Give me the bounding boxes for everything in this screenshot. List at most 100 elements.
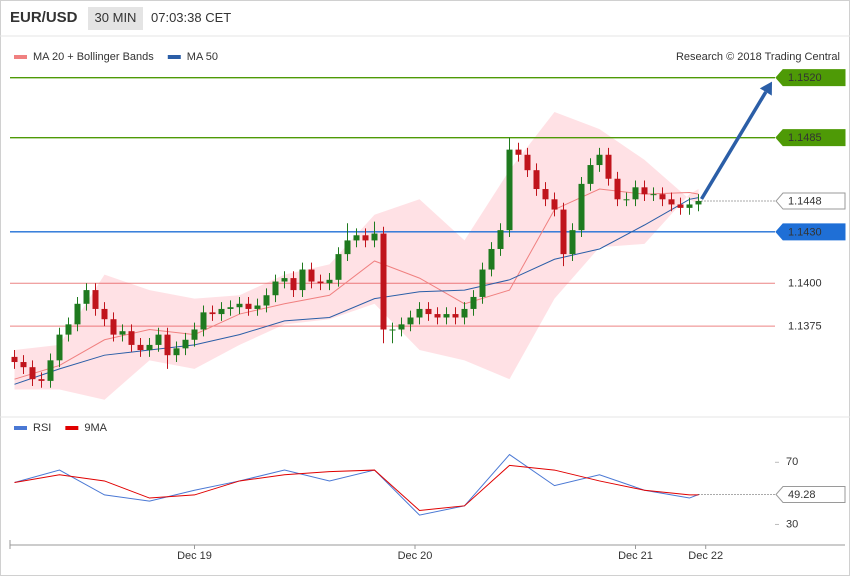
legend-label: RSI bbox=[33, 422, 51, 434]
candle-body bbox=[254, 305, 261, 309]
candle-body bbox=[497, 230, 504, 249]
legend-label: MA 50 bbox=[187, 51, 218, 63]
candle-body bbox=[191, 329, 198, 340]
current-rsi-box bbox=[775, 485, 846, 503]
candle-body bbox=[92, 290, 99, 309]
level-label: 1.1485 bbox=[788, 132, 822, 144]
candle-body bbox=[110, 319, 117, 335]
candle-body bbox=[344, 240, 351, 255]
candle-body bbox=[299, 269, 306, 291]
candle-body bbox=[632, 187, 639, 200]
candle-body bbox=[227, 307, 234, 309]
candle-body bbox=[596, 154, 603, 166]
candle-body bbox=[524, 154, 531, 171]
candle-body bbox=[434, 314, 441, 318]
candle-body bbox=[470, 296, 477, 309]
candle-body bbox=[623, 199, 630, 201]
candle-body bbox=[416, 308, 423, 318]
candle-body bbox=[164, 334, 171, 356]
candle-body bbox=[605, 154, 612, 179]
candle-body bbox=[281, 278, 288, 282]
candle-body bbox=[173, 348, 180, 356]
candle-body bbox=[380, 233, 387, 330]
candle-body bbox=[20, 362, 27, 368]
candle-body bbox=[506, 149, 513, 231]
candle-body bbox=[335, 254, 342, 280]
level-label: 1.1520 bbox=[788, 72, 822, 84]
candle-body bbox=[560, 209, 567, 255]
projection-arrow bbox=[699, 91, 768, 200]
candle-body bbox=[443, 314, 450, 318]
level-label-box bbox=[775, 129, 846, 147]
candle-body bbox=[479, 269, 486, 297]
candle-body bbox=[272, 281, 279, 296]
candle-body bbox=[263, 295, 270, 306]
candle-body bbox=[200, 312, 207, 330]
candle-body bbox=[56, 334, 63, 361]
candle-body bbox=[74, 303, 81, 325]
candle-body bbox=[578, 183, 585, 231]
candle-body bbox=[65, 324, 72, 335]
candle-body bbox=[452, 314, 459, 318]
candle-body bbox=[569, 230, 576, 255]
level-label-box bbox=[775, 69, 846, 87]
bollinger-band bbox=[14, 111, 699, 400]
level-label: 1.1430 bbox=[788, 226, 822, 238]
candle-body bbox=[695, 201, 702, 205]
candle-body bbox=[362, 235, 369, 241]
candle-body bbox=[209, 312, 216, 315]
candle-body bbox=[425, 308, 432, 315]
candle-body bbox=[353, 235, 360, 241]
candle-body bbox=[326, 279, 333, 284]
candle-body bbox=[101, 308, 108, 320]
candle-body bbox=[290, 278, 297, 291]
candle-body bbox=[47, 360, 54, 381]
candle-body bbox=[371, 233, 378, 241]
candle-body bbox=[155, 334, 162, 345]
candle-body bbox=[614, 178, 621, 200]
candle-body bbox=[488, 248, 495, 270]
candle-body bbox=[650, 194, 657, 196]
level-label-box bbox=[775, 223, 846, 241]
candle-body bbox=[668, 199, 675, 205]
candle-body bbox=[83, 290, 90, 304]
time: 07:03:38 CET bbox=[151, 10, 231, 25]
y-tick-label: 70 bbox=[786, 456, 798, 468]
candle-body bbox=[461, 308, 468, 318]
timeframe-box bbox=[88, 7, 143, 30]
projection-arrowhead bbox=[759, 81, 772, 96]
candle-body bbox=[236, 303, 243, 308]
credit: Research © 2018 Trading Central bbox=[676, 51, 840, 63]
candle-body bbox=[38, 379, 45, 381]
candle-body bbox=[641, 187, 648, 195]
legend-label: 9MA bbox=[84, 422, 107, 434]
candle-body bbox=[659, 194, 666, 200]
indicator-line bbox=[14, 464, 699, 511]
candle-body bbox=[245, 303, 252, 309]
candle-body bbox=[551, 199, 558, 210]
candle-body bbox=[542, 189, 549, 200]
x-tick-label: Dec 20 bbox=[398, 550, 433, 562]
candle-body bbox=[119, 331, 126, 335]
candle-body bbox=[308, 269, 315, 282]
current-price: 1.1448 bbox=[788, 195, 822, 207]
candle-body bbox=[29, 367, 36, 380]
x-tick-label: Dec 21 bbox=[618, 550, 653, 562]
candle-body bbox=[686, 204, 693, 208]
legend-label: MA 20 + Bollinger Bands bbox=[33, 51, 154, 63]
current-rsi: 49.28 bbox=[788, 489, 816, 501]
candle-body bbox=[128, 331, 135, 345]
candle-body bbox=[398, 324, 405, 330]
moving-average bbox=[14, 197, 699, 385]
x-tick-label: Dec 19 bbox=[177, 550, 212, 562]
current-price-box bbox=[775, 192, 846, 210]
candle-body bbox=[146, 344, 153, 351]
candle-body bbox=[677, 204, 684, 208]
candle-body bbox=[218, 308, 225, 315]
candle-body bbox=[182, 339, 189, 349]
candle-body bbox=[137, 344, 144, 351]
candle-body bbox=[389, 329, 396, 331]
candle-body bbox=[587, 165, 594, 184]
y-tick-label: 30 bbox=[786, 518, 798, 530]
